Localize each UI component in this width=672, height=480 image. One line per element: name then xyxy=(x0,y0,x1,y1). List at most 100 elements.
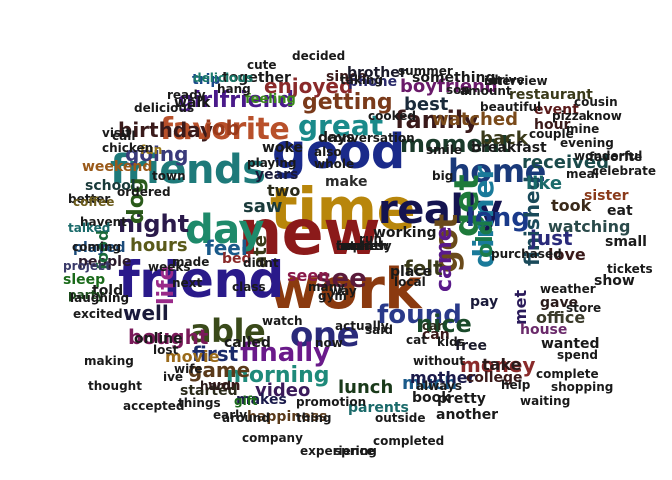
word-take: take xyxy=(482,355,522,374)
word-shopping: shopping xyxy=(551,380,614,394)
word-weekend: weekend xyxy=(82,159,153,175)
word-chicken: chicken xyxy=(102,141,154,155)
word-hours: hours xyxy=(130,235,188,256)
word-evening: evening xyxy=(560,136,614,150)
word-just: just xyxy=(530,226,573,250)
word-meal: meal xyxy=(566,167,599,181)
word-coffee: coffee xyxy=(73,195,115,209)
word-visit: visit xyxy=(102,126,131,140)
word-son: son xyxy=(446,83,470,97)
word-played: played xyxy=(73,240,126,256)
word-well: well xyxy=(123,301,169,325)
word-able: able xyxy=(190,312,266,350)
word-taking: taking xyxy=(340,73,384,87)
word-back: back xyxy=(480,128,528,149)
word-received: received xyxy=(522,152,609,173)
word-great: great xyxy=(298,109,384,142)
word-met: met xyxy=(511,289,530,325)
word-hard: hard xyxy=(200,379,232,393)
word-morning: morning xyxy=(226,363,330,388)
word-feeling: feeling xyxy=(245,92,296,107)
word-college: college xyxy=(466,370,523,386)
word-watch: watch xyxy=(262,314,303,328)
word-two: two xyxy=(267,181,301,200)
word-make: make xyxy=(325,174,368,190)
word-spend: spend xyxy=(557,348,599,362)
word-friends: friends xyxy=(110,147,266,193)
word-getting: getting xyxy=(302,90,393,115)
word-company: company xyxy=(242,431,303,445)
word-summer: summer xyxy=(398,64,453,78)
word-cute: cute xyxy=(247,58,277,72)
word-help: help xyxy=(501,378,531,392)
word-job: job xyxy=(205,116,240,140)
word-purchased: purchased xyxy=(491,247,562,261)
word-next: next xyxy=(172,276,203,290)
word-didnt: didnt xyxy=(243,256,279,270)
word-makes: makes xyxy=(236,392,287,408)
word-bought: bought xyxy=(128,325,209,349)
word-people: people xyxy=(78,254,132,270)
word-girlfriend: girlfriend xyxy=(178,88,294,113)
word-made: made xyxy=(172,255,210,269)
word-recently: recently xyxy=(336,239,392,253)
word-favorite: favorite xyxy=(160,112,290,147)
word-birthday: birthday xyxy=(118,118,214,142)
word-gave: gave xyxy=(540,295,579,311)
word-coming: coming xyxy=(72,240,122,254)
word-laughing: laughing xyxy=(70,291,130,305)
word-ordered: ordered xyxy=(117,185,171,199)
word-car: car xyxy=(422,319,444,333)
word-kids: kids xyxy=(437,335,465,349)
word-event: event xyxy=(534,102,579,118)
word-called: called xyxy=(224,335,271,351)
word-happiness: happiness xyxy=(247,409,328,425)
word-promotion: promotion xyxy=(296,395,367,409)
word-can: can xyxy=(422,327,450,343)
word-outside: outside xyxy=(375,411,426,425)
word-wonderful: wonderful xyxy=(574,149,643,163)
word-lunch: lunch xyxy=(338,377,394,398)
word-show: show xyxy=(594,273,635,289)
word-know: know xyxy=(586,109,622,123)
word-complete: complete xyxy=(536,367,599,381)
word-started: started xyxy=(180,383,238,399)
word-work: work xyxy=(268,257,422,322)
word-excited: excited xyxy=(73,307,123,321)
word-days: days xyxy=(318,130,355,146)
word-family: family xyxy=(395,106,479,134)
word-long: long xyxy=(466,203,530,233)
word-home: home xyxy=(448,152,546,190)
word-won: won xyxy=(208,378,241,394)
word-another: another xyxy=(436,407,499,423)
word-one: one xyxy=(290,315,360,355)
word-way: way xyxy=(330,284,357,298)
word-nephew: nephew xyxy=(336,239,390,253)
word-mother: mother xyxy=(410,368,476,387)
word-felt: felt xyxy=(404,256,443,280)
word-told: told xyxy=(92,283,124,299)
word-cat: cat xyxy=(406,333,427,347)
word-playing: playing xyxy=(247,156,297,170)
word-weather: weather xyxy=(540,282,596,296)
word-pay: pay xyxy=(470,294,499,310)
word-gift: gift xyxy=(234,394,258,408)
word-interview: interview xyxy=(484,74,548,88)
word-small: small xyxy=(605,234,647,250)
word-night: night xyxy=(118,210,190,238)
word-friend: friend xyxy=(118,251,284,309)
word-sister: sister xyxy=(584,188,629,204)
word-also: also xyxy=(314,145,342,159)
word-game: game xyxy=(188,358,251,382)
word-waiting: waiting xyxy=(520,394,571,408)
word-hour: hour xyxy=(534,117,571,133)
word-see: see xyxy=(316,264,367,294)
word-love: love xyxy=(548,245,586,264)
word-big: big xyxy=(432,169,454,183)
word-party: party xyxy=(68,288,105,302)
word-years: years xyxy=(255,167,299,183)
word-cousin: cousin xyxy=(574,95,618,109)
word-mine: mine xyxy=(566,122,600,136)
word-took: took xyxy=(551,196,592,215)
